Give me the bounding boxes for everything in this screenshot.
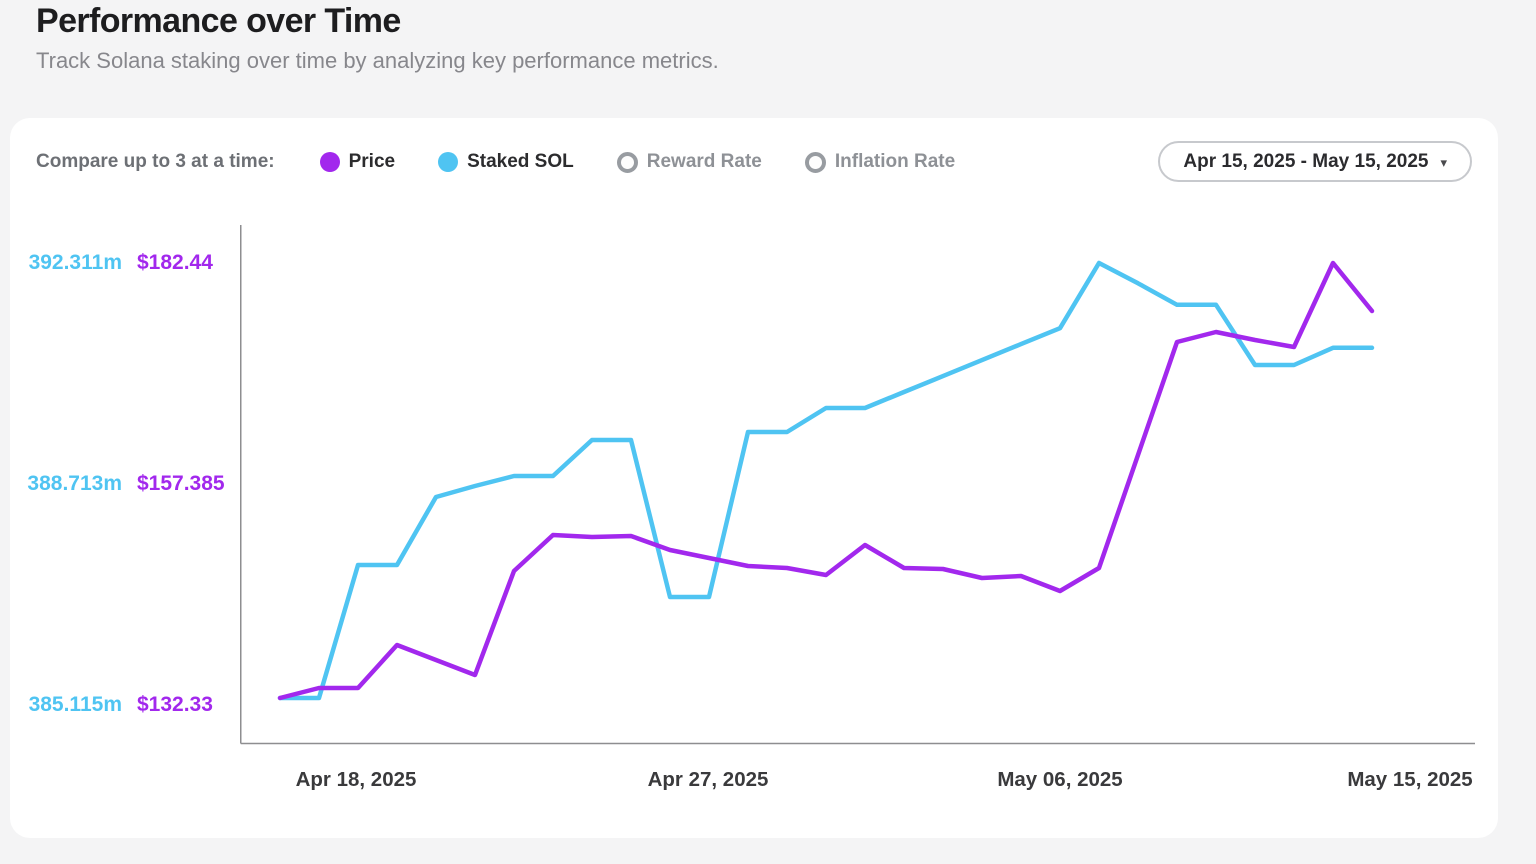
legend-staked-sol-icon [438,152,459,172]
series-line-price [277,260,1375,701]
chevron-down-icon: ▾ [1440,154,1447,170]
legend-item-price[interactable]: Price [319,151,396,173]
legend-item-label: Price [348,151,396,172]
x-axis-tick: May 06, 2025 [997,768,1123,791]
legend-item-label: Staked SOL [467,151,574,172]
y-axis-tick-staked: 392.311m [28,251,122,274]
page-title: Performance over Time [36,2,401,40]
x-axis-tick: May 15, 2025 [1347,768,1473,791]
legend-item-reward-rate[interactable]: Reward Rate [616,151,762,173]
x-axis-tick: Apr 18, 2025 [295,768,417,791]
x-axis-tick: Apr 27, 2025 [647,768,769,791]
y-axis-tick-price: $132.33 [137,693,213,716]
y-axis-tick-price: $182.44 [137,251,213,274]
metric-legend: Compare up to 3 at a time: Price Staked S… [36,146,955,178]
y-axis-tick-staked: 388.713m [27,472,122,495]
legend-item-staked-sol[interactable]: Staked SOL [438,151,574,173]
legend-item-inflation-rate[interactable]: Inflation Rate [804,151,956,173]
y-axis-tick-price: $157.385 [137,472,225,495]
legend-inflation-rate-icon [804,151,826,173]
chart-svg [240,225,1475,745]
page-subtitle: Track Solana staking over time by analyz… [36,48,719,73]
y-axis-tick-staked: 385.115m [28,693,122,716]
legend-reward-rate-icon [616,151,638,173]
legend-item-label: Reward Rate [646,151,762,172]
date-range-button[interactable]: Apr 15, 2025 - May 15, 2025 ▾ [1158,141,1472,182]
legend-price-icon [319,152,340,172]
legend-prompt: Compare up to 3 at a time: [36,151,275,172]
date-range-label: Apr 15, 2025 - May 15, 2025 [1183,150,1429,172]
series-line-staked-sol [277,260,1375,701]
chart-card: Compare up to 3 at a time: Price Staked S… [10,118,1498,838]
legend-item-label: Inflation Rate [834,151,956,172]
